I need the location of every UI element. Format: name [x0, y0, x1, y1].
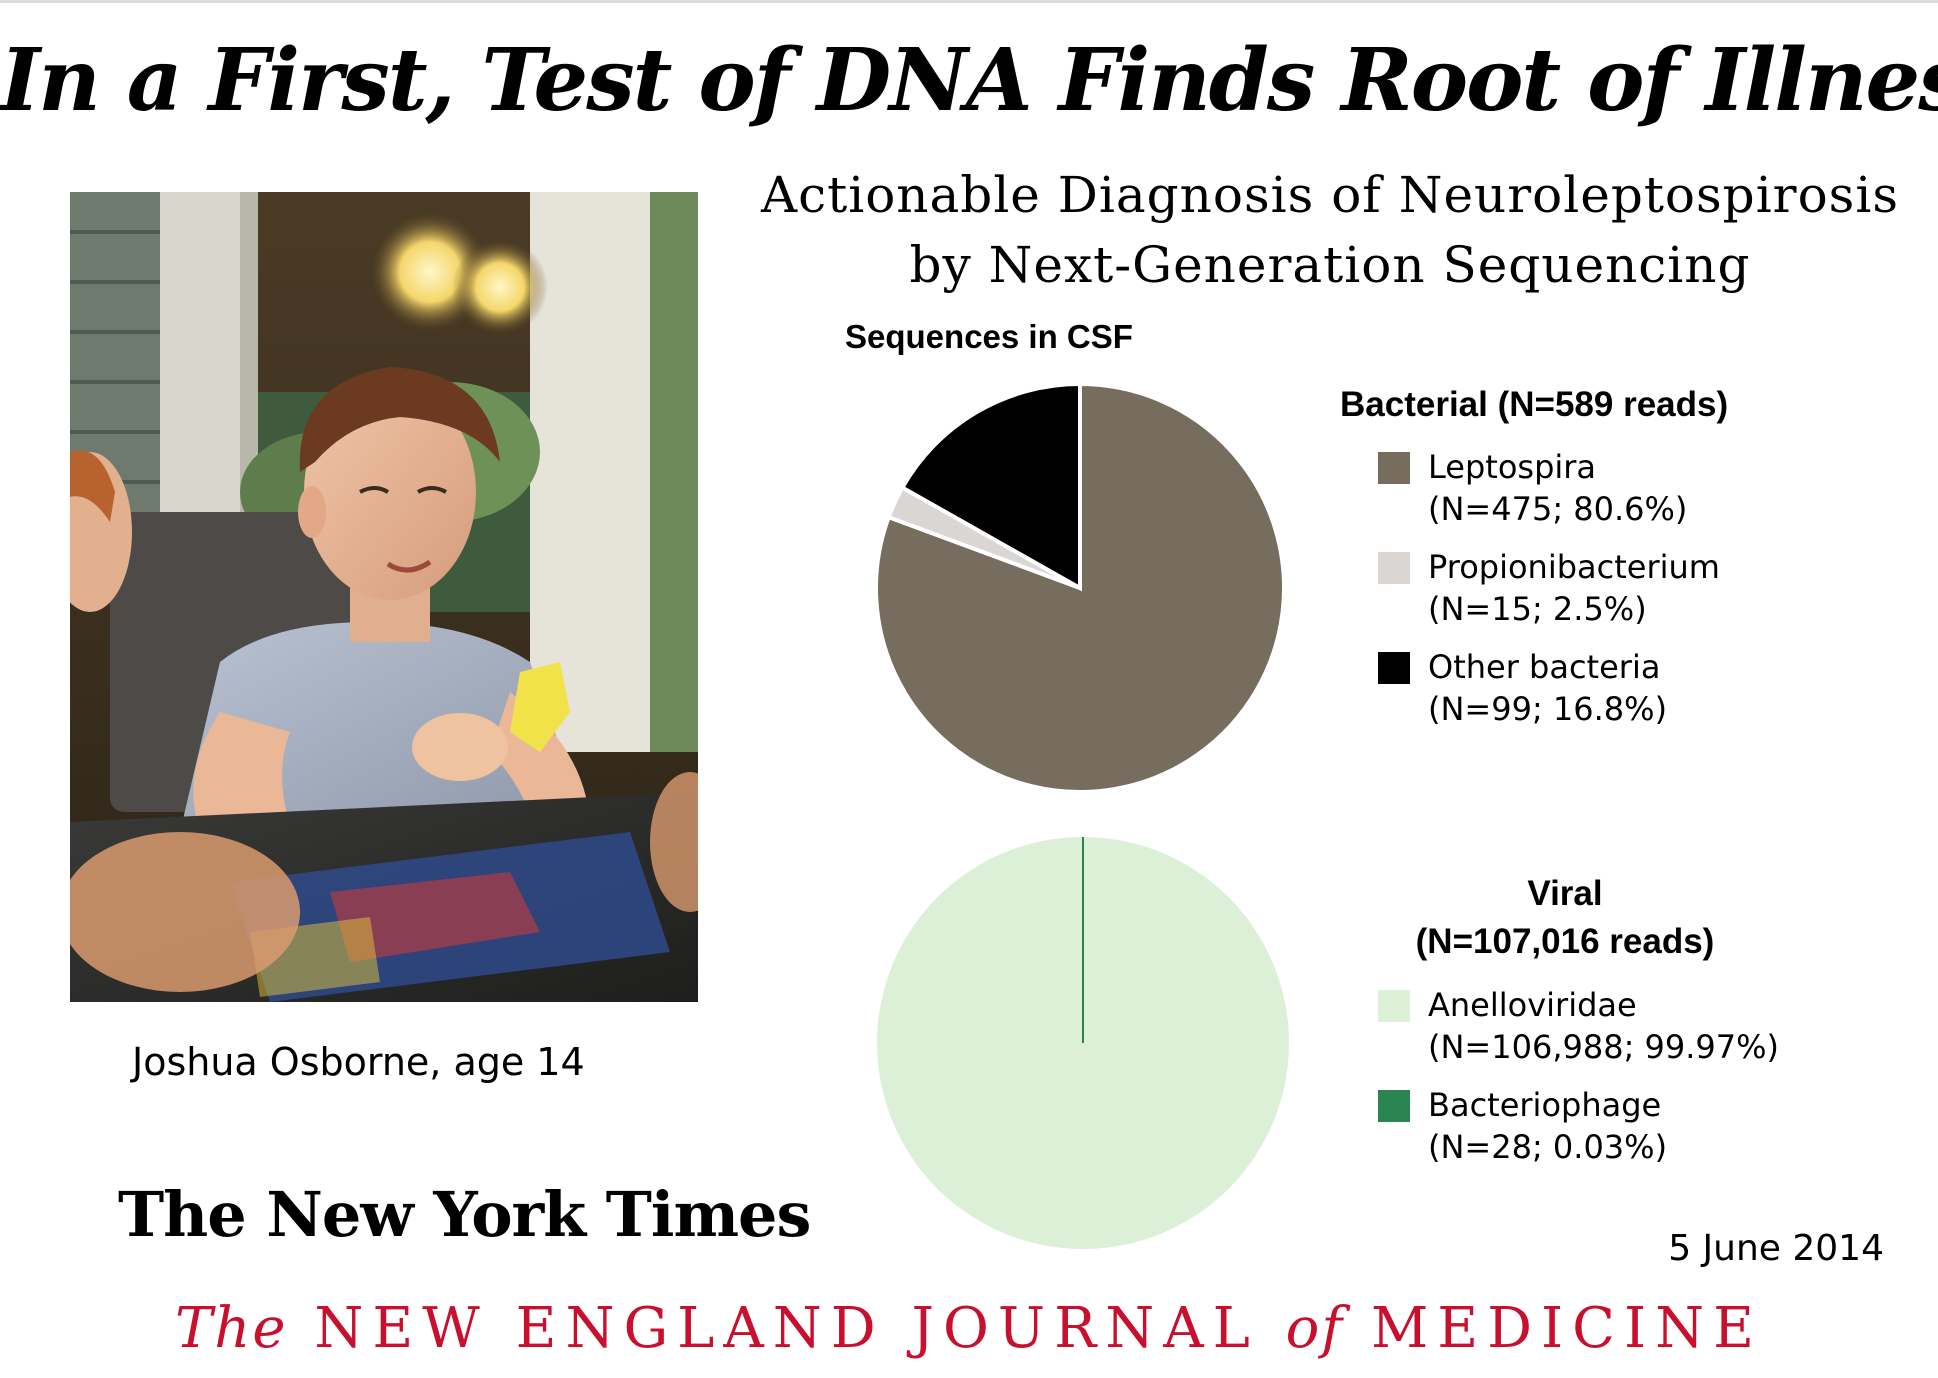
- headline: In a First, Test of DNA Finds Root of Il…: [0, 30, 1938, 131]
- nejm-name-part1: NEW ENGLAND JOURNAL: [314, 1296, 1259, 1361]
- legend-swatch-other-bacteria: [1378, 652, 1410, 684]
- legend-swatch-anelloviridae: [1378, 990, 1410, 1022]
- legend-detail-other-bacteria: (N=99; 16.8%): [1428, 690, 1668, 728]
- publication-date: 5 June 2014: [1668, 1228, 1884, 1269]
- legend-swatch-propionibacterium: [1378, 552, 1410, 584]
- nejm-of: of: [1285, 1296, 1345, 1361]
- legend-label-other-bacteria: Other bacteria: [1428, 648, 1661, 686]
- legend-swatch-bacteriophage: [1378, 1090, 1410, 1122]
- viral-legend-title-line-1: Viral: [1527, 874, 1603, 913]
- nyt-logo: The New York Times: [118, 1178, 811, 1251]
- nejm-logo: The NEW ENGLAND JOURNAL of MEDICINE: [0, 1296, 1938, 1361]
- legend-label-propionibacterium: Propionibacterium: [1428, 548, 1720, 586]
- patient-photo: [70, 192, 698, 1002]
- patient-photo-illustration: [70, 192, 698, 1002]
- bacterial-legend-title: Bacterial (N=589 reads): [1340, 385, 1729, 424]
- pie-slice-other-bacteria: [899, 381, 1082, 592]
- paper-title-line-1: Actionable Diagnosis of Neuroleptospiros…: [761, 166, 1899, 224]
- chart-title: Sequences in CSF: [845, 318, 1133, 355]
- legend-detail-propionibacterium: (N=15; 2.5%): [1428, 590, 1647, 628]
- nejm-name-part2: MEDICINE: [1370, 1296, 1764, 1361]
- legend-label-leptospira: Leptospira: [1428, 448, 1597, 486]
- viral-legend-title: Viral (N=107,016 reads): [1380, 870, 1750, 966]
- nejm-the: The: [174, 1296, 288, 1361]
- legend-detail-anelloviridae: (N=106,988; 99.97%): [1428, 1028, 1780, 1066]
- legend-label-bacteriophage: Bacteriophage: [1428, 1086, 1662, 1124]
- legend-detail-leptospira: (N=475; 80.6%): [1428, 490, 1688, 528]
- viral-legend-title-line-2: (N=107,016 reads): [1415, 922, 1715, 961]
- paper-title-line-2: by Next-Generation Sequencing: [909, 236, 1751, 294]
- paper-title: Actionable Diagnosis of Neuroleptospiros…: [730, 160, 1930, 300]
- photo-caption: Joshua Osborne, age 14: [132, 1040, 585, 1084]
- legend-label-anelloviridae: Anelloviridae: [1428, 986, 1637, 1024]
- legend-swatch-leptospira: [1378, 452, 1410, 484]
- top-border: [0, 0, 1938, 3]
- legend-detail-bacteriophage: (N=28; 0.03%): [1428, 1128, 1668, 1166]
